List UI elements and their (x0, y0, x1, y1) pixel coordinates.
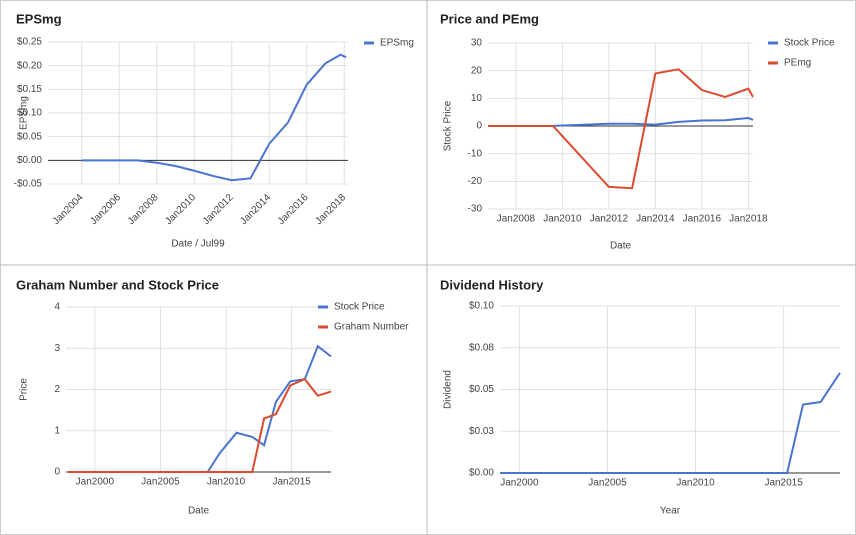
x-tick-label: Jan2018 (729, 214, 768, 225)
series-line (68, 344, 332, 473)
y-tick-label: $0.10 (469, 301, 494, 312)
legend-label: Graham Number (334, 322, 409, 333)
y-tick-label: -20 (468, 176, 483, 187)
chart-title: Price and PEmg (440, 11, 539, 26)
x-tick-label: Jan2015 (272, 477, 311, 488)
legend-label: EPSmg (380, 38, 414, 49)
x-axis-label: Date (188, 506, 210, 517)
y-tick-label: 3 (54, 343, 60, 354)
x-tick-label: Jan2005 (588, 478, 627, 489)
x-tick-label: Jan2010 (676, 478, 715, 489)
y-tick-label: $0.25 (17, 37, 42, 48)
y-tick-label: 0 (54, 467, 60, 478)
x-tick-label: Jan2012 (590, 214, 629, 225)
series-line (500, 372, 841, 474)
y-tick-label: $0.10 (17, 108, 42, 119)
y-axis-label: Stock Price (443, 100, 454, 151)
y-tick-label: $0.05 (469, 384, 494, 395)
x-tick-label: Jan2005 (141, 477, 180, 488)
y-tick-label: -30 (468, 204, 483, 215)
series-line (488, 68, 754, 190)
y-axis-label: Price (19, 378, 30, 401)
y-tick-label: $0.05 (17, 131, 42, 142)
y-tick-label: 4 (54, 302, 60, 313)
x-tick-label: Jan2010 (543, 214, 582, 225)
y-tick-label: -10 (468, 148, 483, 159)
x-axis-label: Date / Jul99 (171, 239, 225, 250)
x-tick-label: Jan2000 (500, 478, 539, 489)
x-tick-label: Jan2015 (764, 478, 803, 489)
y-tick-label: $0.00 (17, 155, 42, 166)
y-tick-label: 2 (54, 384, 60, 395)
x-tick-label: Jan2010 (207, 477, 246, 488)
chart-title: Dividend History (440, 277, 544, 292)
legend-label: Stock Price (334, 302, 385, 313)
y-axis-label: Dividend (443, 370, 454, 409)
chart-title: EPSmg (16, 11, 62, 26)
y-tick-label: $0.20 (17, 60, 42, 71)
series-line (68, 377, 332, 473)
y-tick-label: -$0.05 (14, 179, 43, 190)
x-tick-label: Jan2016 (683, 214, 722, 225)
legend-label: Stock Price (784, 38, 835, 49)
y-axis-label: EPSmg (19, 96, 30, 130)
y-tick-label: $0.15 (17, 84, 42, 95)
y-tick-label: $0.08 (469, 342, 494, 353)
x-tick-label: Jan2014 (636, 214, 675, 225)
y-tick-label: $0.00 (469, 468, 494, 479)
x-axis-label: Date (610, 241, 632, 252)
x-axis-label: Year (660, 506, 681, 517)
y-tick-label: 0 (476, 121, 482, 132)
legend-label: PEmg (784, 58, 811, 69)
chart-title: Graham Number and Stock Price (16, 277, 219, 292)
x-tick-label: Jan2000 (76, 477, 115, 488)
series-line (81, 53, 347, 182)
y-tick-label: 30 (471, 38, 483, 49)
y-tick-label: 1 (54, 425, 60, 436)
y-tick-label: $0.03 (469, 426, 494, 437)
y-tick-label: 10 (471, 93, 483, 104)
y-tick-label: 20 (471, 65, 483, 76)
x-tick-label: Jan2008 (497, 214, 536, 225)
